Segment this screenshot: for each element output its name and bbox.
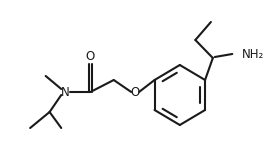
Text: O: O [131,85,140,98]
Text: O: O [86,50,95,62]
Text: NH₂: NH₂ [242,47,264,60]
Text: N: N [61,85,69,98]
